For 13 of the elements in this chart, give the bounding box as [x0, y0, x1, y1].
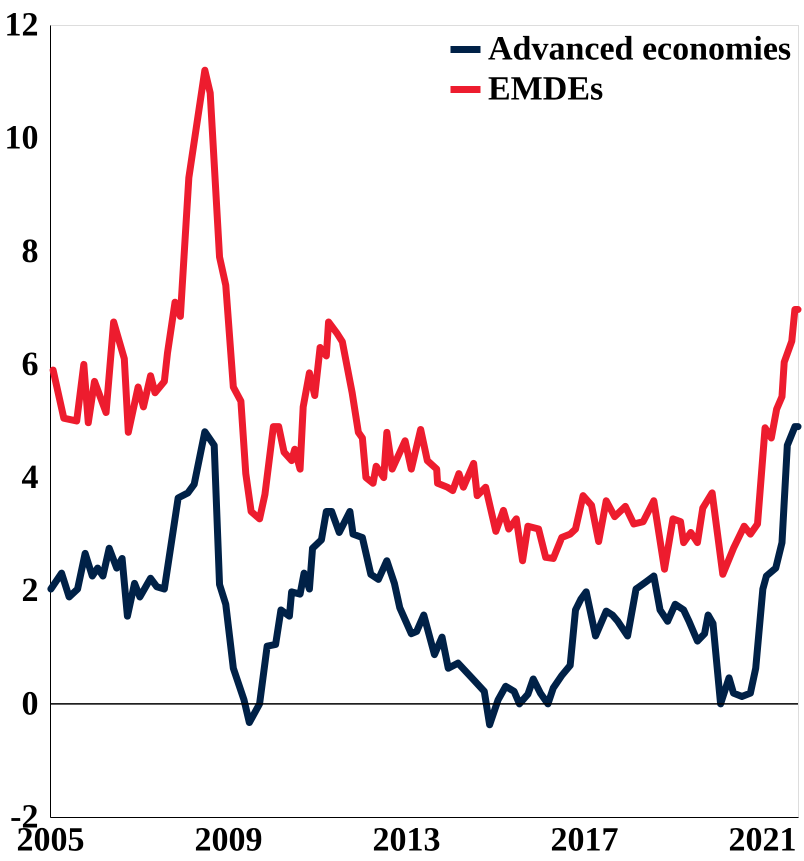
x-tick-label: 2017: [550, 822, 618, 858]
x-tick-label: 2013: [372, 822, 440, 858]
x-tick-label: 2021: [728, 822, 796, 858]
y-tick-label: 10: [4, 120, 38, 157]
y-tick-label: 6: [22, 346, 38, 383]
legend-label: EMDEs: [488, 70, 604, 108]
y-tick-label: 2: [22, 572, 38, 610]
y-tick-label: 4: [22, 459, 38, 496]
y-tick-label: 8: [22, 232, 38, 270]
x-tick-label: 2009: [194, 822, 262, 858]
y-tick-label: 0: [22, 685, 38, 722]
y-tick-label: 12: [4, 6, 38, 44]
legend-label: Advanced economies: [488, 30, 792, 68]
